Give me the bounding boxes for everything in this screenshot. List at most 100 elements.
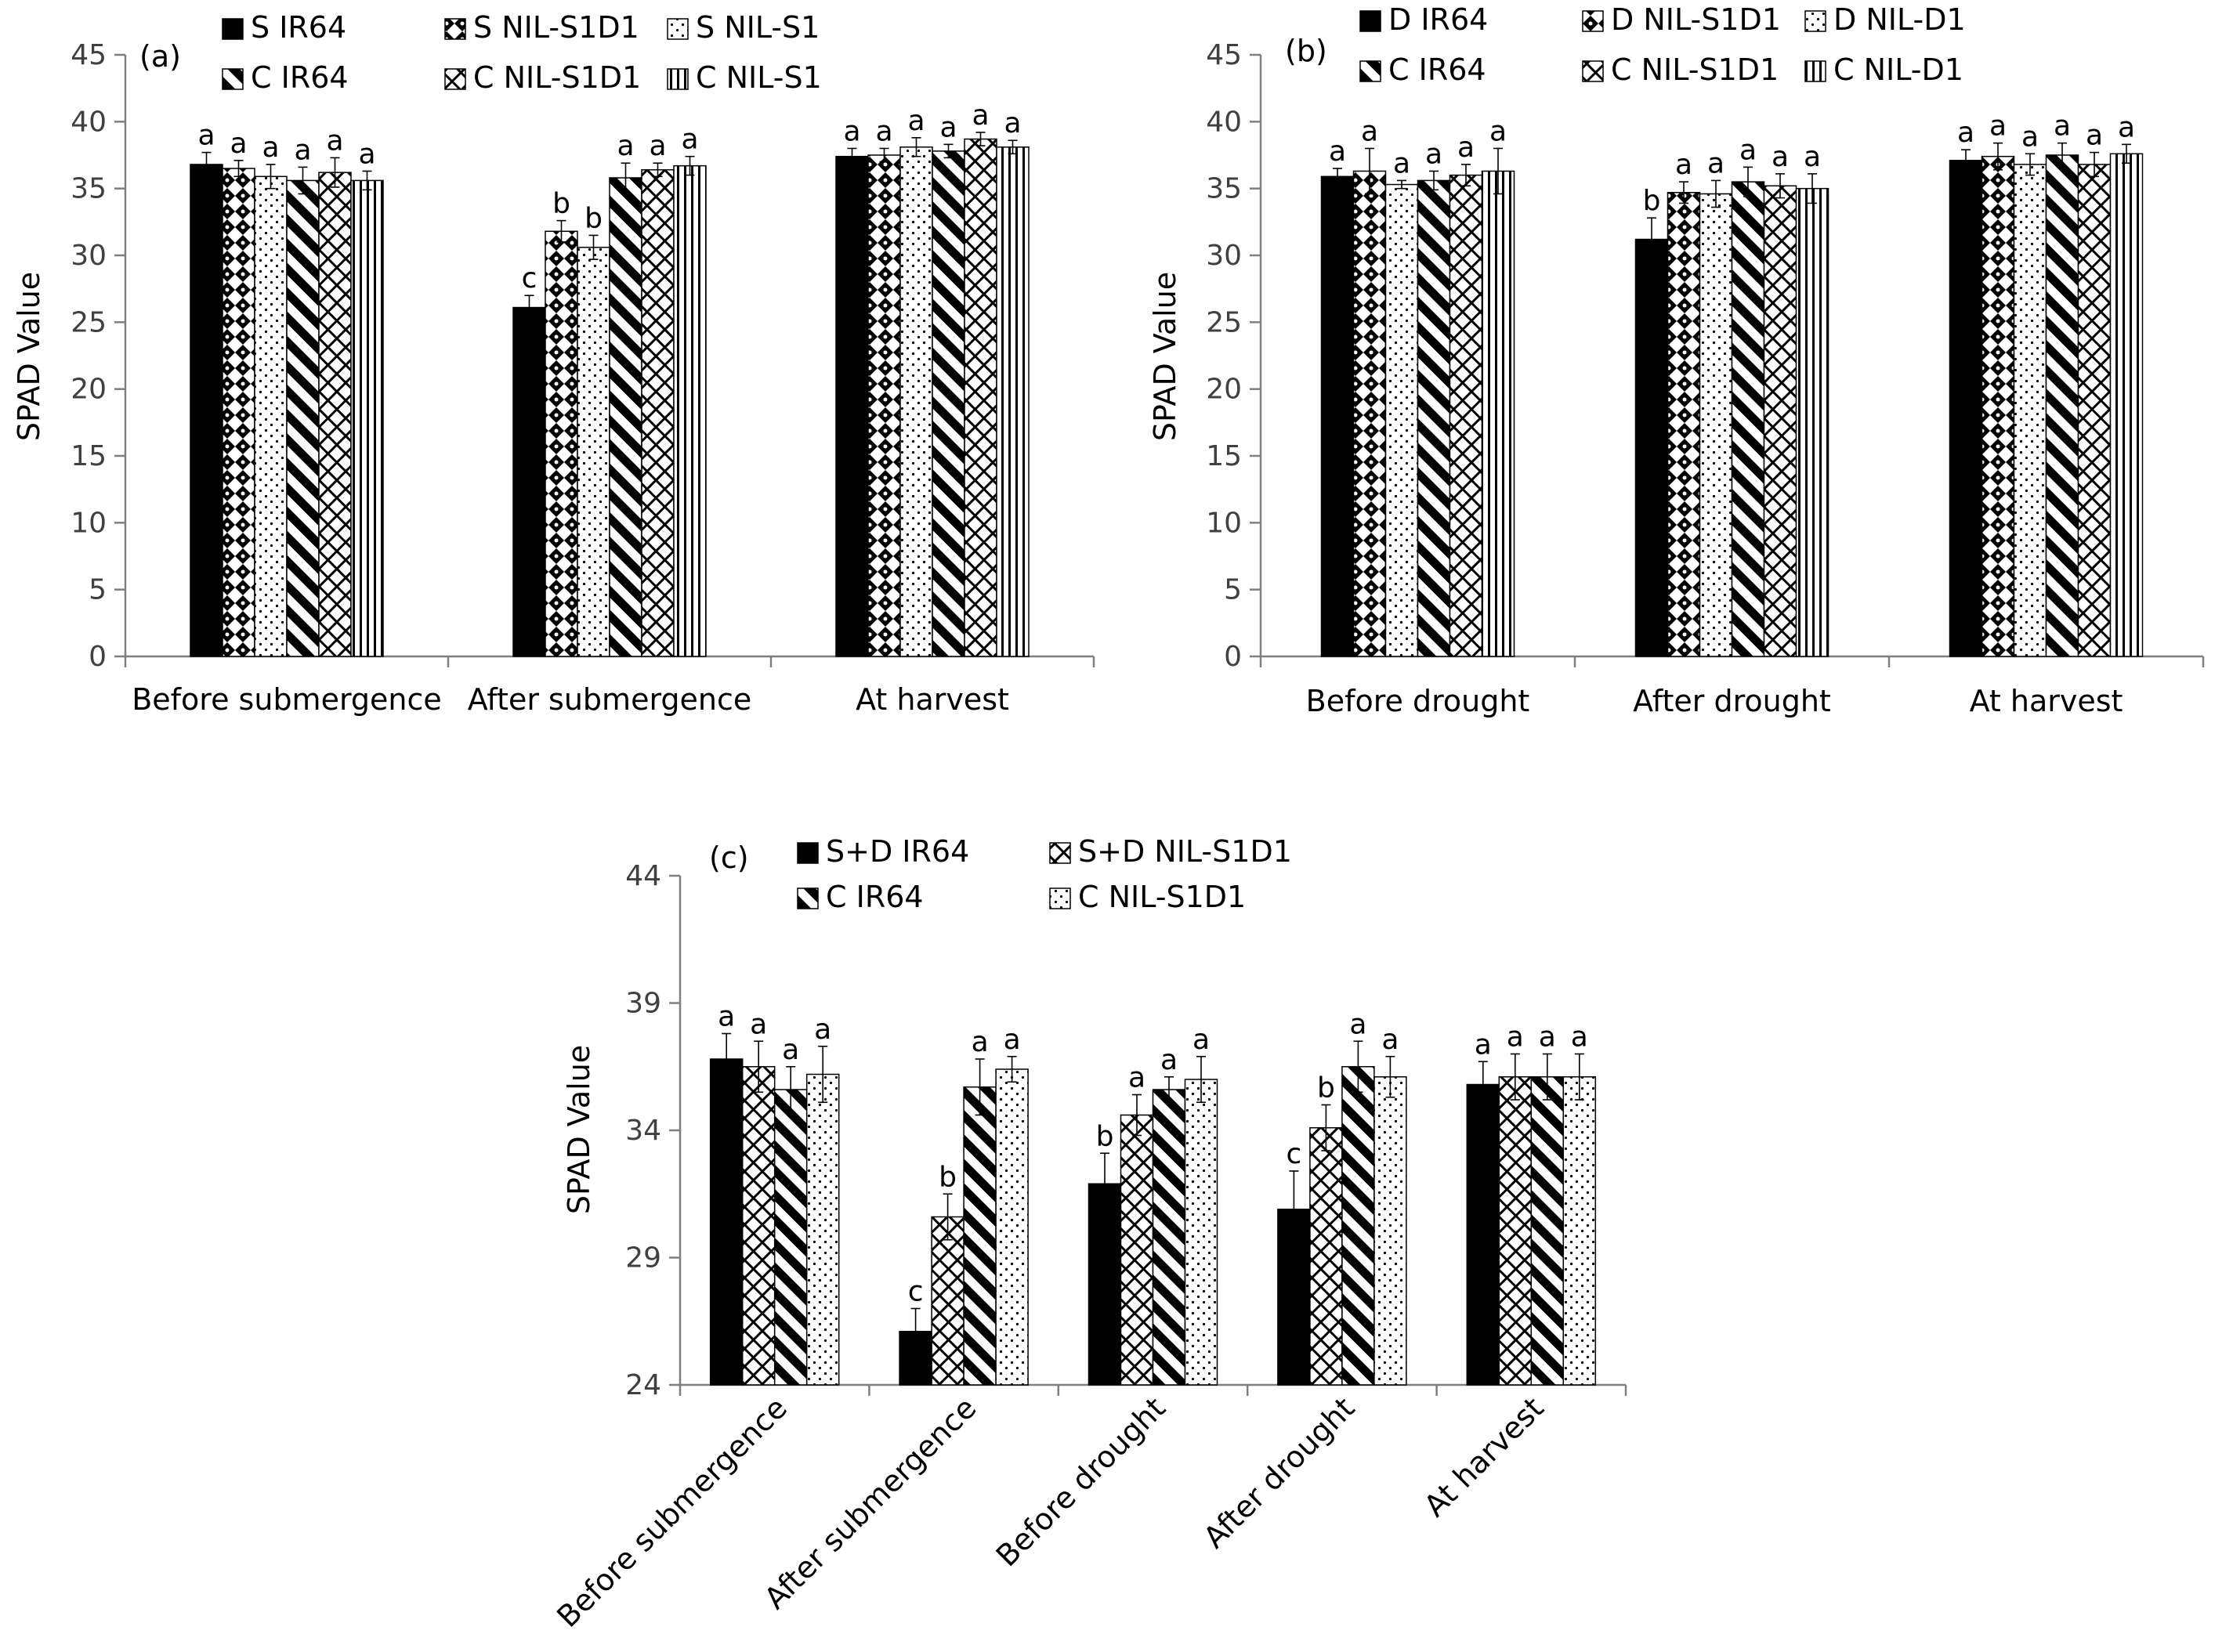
y-tick-label: 35 (71, 173, 107, 205)
category-label: Before drought (1306, 684, 1530, 718)
significance-label: a (1361, 115, 1378, 147)
bar (286, 179, 320, 657)
significance-label: a (875, 115, 892, 147)
bar (1088, 1183, 1122, 1386)
bar (1530, 1076, 1565, 1386)
legend-swatch (1582, 60, 1604, 82)
bar (1449, 174, 1483, 657)
significance-label: a (782, 1034, 799, 1066)
legend-swatch (1049, 842, 1071, 864)
bar (1481, 170, 1515, 657)
bar (1949, 160, 1983, 657)
bar (899, 146, 933, 657)
legend-swatch (1804, 60, 1826, 82)
legend-swatch (222, 68, 244, 90)
significance-label: b (1096, 1120, 1114, 1152)
bar (1795, 187, 1829, 657)
category-label: After drought (1633, 684, 1831, 718)
bar (1373, 1076, 1407, 1386)
bar (1352, 170, 1387, 657)
significance-label: a (294, 134, 311, 166)
y-tick-label: 25 (71, 306, 107, 338)
y-axis-label: SPAD Value (12, 272, 46, 441)
legend-swatch (1359, 10, 1381, 32)
bar (2109, 153, 2144, 657)
significance-label: a (2118, 111, 2135, 143)
significance-label: a (1349, 1008, 1366, 1040)
significance-label: a (1957, 117, 1974, 149)
y-axis-label: SPAD Value (562, 1045, 596, 1214)
significance-label: a (2054, 110, 2071, 143)
significance-label: a (1160, 1044, 1178, 1076)
y-tick-label: 10 (71, 507, 107, 539)
bar (545, 230, 578, 657)
bar (1731, 181, 1765, 657)
legend-label: C IR64 (1388, 52, 1486, 87)
legend-label: C NIL-S1 (696, 60, 822, 95)
legend-swatch (667, 18, 689, 40)
significance-label: a (1707, 147, 1725, 179)
significance-label: a (1393, 147, 1410, 179)
significance-label: a (1004, 1024, 1021, 1056)
y-tick-label: 40 (71, 106, 107, 138)
y-tick-label: 20 (1206, 374, 1242, 406)
legend-label: D NIL-S1D1 (1611, 2, 1781, 37)
significance-label: a (197, 120, 215, 152)
category-label: At harvest (1970, 684, 2123, 718)
significance-label: a (1381, 1024, 1399, 1056)
bar (996, 146, 1030, 657)
significance-label: a (750, 1008, 767, 1040)
y-tick-label: 24 (625, 1369, 661, 1401)
category-label: Before submergence (132, 682, 442, 717)
legend-label: S+D NIL-S1D1 (1078, 834, 1292, 869)
bar (964, 138, 997, 657)
y-tick-label: 29 (625, 1242, 661, 1274)
y-tick-label: 0 (89, 641, 107, 673)
y-tick-label: 45 (71, 39, 107, 71)
legend-label: D NIL-D1 (1833, 2, 1966, 37)
bar (512, 306, 546, 657)
bar (2013, 164, 2047, 657)
significance-label: a (1675, 149, 1692, 181)
y-tick-label: 10 (1206, 507, 1242, 539)
bar (932, 150, 965, 657)
bar (1699, 193, 1733, 657)
y-tick-label: 44 (625, 860, 661, 892)
y-tick-label: 15 (71, 440, 107, 472)
significance-label: b (584, 202, 603, 234)
y-tick-label: 5 (89, 574, 107, 606)
significance-label: a (1772, 141, 1789, 173)
bar (1120, 1114, 1154, 1386)
significance-label: b (939, 1161, 957, 1193)
legend-label: C NIL-S1D1 (1611, 52, 1779, 87)
bar (995, 1068, 1029, 1386)
significance-label: a (617, 130, 634, 162)
significance-label: a (262, 132, 279, 164)
legend-label: C NIL-D1 (1833, 52, 1963, 87)
significance-label: b (1317, 1072, 1335, 1104)
y-tick-label: 0 (1224, 641, 1242, 673)
bar (254, 175, 288, 657)
bar (1634, 238, 1669, 657)
bar (773, 1089, 808, 1386)
significance-label: a (1457, 132, 1475, 164)
significance-label: a (939, 111, 957, 143)
significance-label: a (358, 138, 375, 170)
y-tick-label: 30 (1206, 240, 1242, 272)
significance-label: a (1004, 107, 1021, 139)
bar (741, 1066, 776, 1386)
legend-label: C NIL-S1D1 (473, 60, 641, 95)
significance-label: a (681, 124, 698, 156)
significance-label: a (814, 1014, 831, 1046)
significance-label: b (1643, 185, 1661, 217)
legend-label: S IR64 (251, 10, 346, 45)
y-tick-label: 5 (1224, 574, 1242, 606)
y-tick-label: 34 (625, 1115, 661, 1147)
legend-swatch (444, 18, 466, 40)
significance-label: a (843, 115, 860, 147)
significance-label: a (1539, 1021, 1556, 1054)
bar (1562, 1076, 1597, 1386)
y-tick-label: 15 (1206, 440, 1242, 472)
bar (1152, 1089, 1186, 1386)
